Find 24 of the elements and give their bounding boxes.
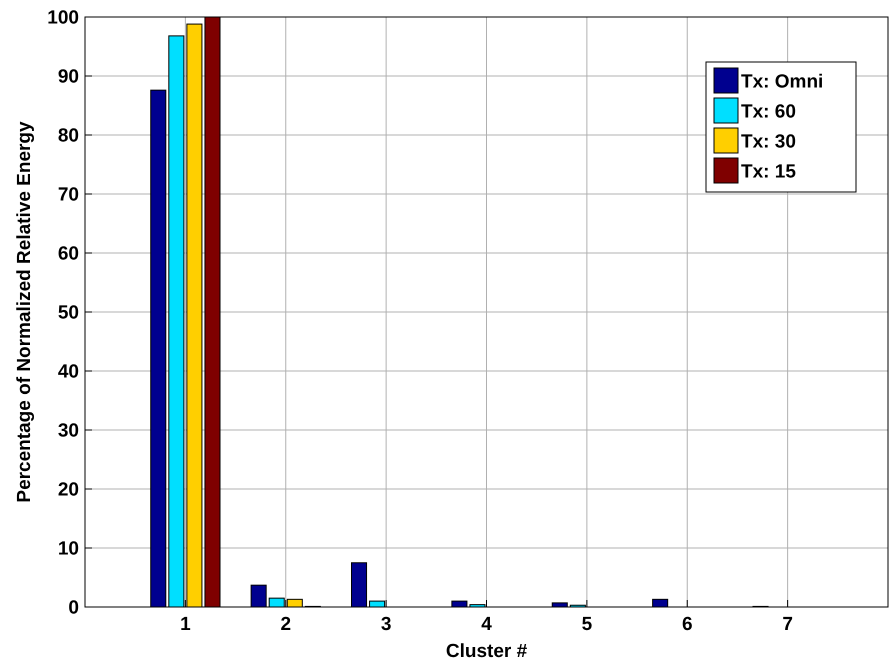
legend-label: Tx: 30 xyxy=(741,132,796,153)
y-tick-label: 50 xyxy=(58,302,79,324)
y-tick-label: 30 xyxy=(58,420,79,442)
x-tick-label: 6 xyxy=(682,614,693,635)
legend-label: Tx: 15 xyxy=(741,162,796,183)
y-tick-label: 40 xyxy=(58,362,79,383)
x-axis-title: Cluster # xyxy=(446,641,528,662)
x-tick-label: 2 xyxy=(280,614,292,635)
y-tick-label: 0 xyxy=(68,598,79,619)
y-tick-label: 20 xyxy=(58,480,79,501)
x-tick-label: 7 xyxy=(782,614,793,635)
legend-label: Tx: Omni xyxy=(741,72,824,93)
x-tick-label: 4 xyxy=(481,614,492,635)
x-tick-label: 1 xyxy=(180,614,192,635)
y-tick-label: 90 xyxy=(58,66,79,88)
x-tick-label: 5 xyxy=(582,614,593,635)
y-axis-title: Percentage of Normalized Relative Energy xyxy=(14,120,35,503)
y-tick-label: 100 xyxy=(47,8,79,29)
y-tick-label: 70 xyxy=(58,184,79,206)
legend-label: Tx: 60 xyxy=(741,102,796,123)
y-tick-label: 10 xyxy=(58,538,79,560)
y-tick-label: 80 xyxy=(58,126,79,147)
y-tick-label: 60 xyxy=(58,244,79,265)
x-tick-label: 3 xyxy=(380,614,392,635)
